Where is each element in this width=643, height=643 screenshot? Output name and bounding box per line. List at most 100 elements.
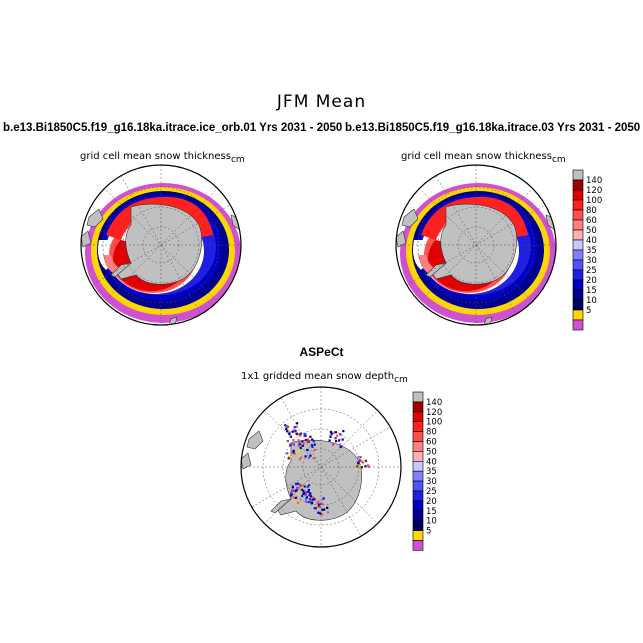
colorbar-bottom-label: 120 — [426, 408, 442, 418]
colorbar-top-swatch — [572, 239, 584, 251]
observation-cell — [317, 511, 320, 514]
observation-cell — [288, 432, 291, 436]
observation-cell — [304, 455, 307, 458]
bottom-panel-subtitle: 1x1 gridded mean snow depthcm — [241, 371, 408, 385]
observation-cell — [299, 443, 303, 446]
observation-cell — [285, 427, 288, 431]
observation-cell — [363, 460, 366, 463]
observation-cell — [309, 435, 312, 438]
observation-cell — [339, 433, 342, 436]
observation-cell — [332, 431, 335, 434]
observation-cell — [319, 512, 322, 515]
observation-cell — [284, 424, 287, 427]
observation-cell — [329, 435, 332, 438]
observation-cell — [313, 498, 316, 501]
observation-cell — [306, 438, 309, 441]
colorbar-bottom-label: 80 — [426, 428, 437, 438]
colorbar-top-swatch — [572, 169, 584, 181]
observation-cell — [298, 483, 301, 486]
colorbar-top-swatch — [572, 229, 584, 241]
observation-cell — [291, 486, 294, 489]
observation-cell — [307, 501, 310, 504]
observation-cell — [317, 503, 321, 506]
colorbar-bottom-label: 30 — [426, 477, 437, 487]
colorbar-bottom-swatch — [412, 401, 424, 413]
observation-cell — [304, 492, 308, 495]
observation-cell — [307, 490, 310, 493]
colorbar-bottom-label: 40 — [426, 457, 437, 467]
left-units: cm — [230, 155, 245, 165]
observation-cell — [290, 491, 293, 494]
observation-cell — [286, 428, 289, 431]
right-subtitle-text: grid cell mean snow thickness — [401, 151, 552, 162]
colorbar-top-swatch — [572, 259, 584, 271]
observation-cell — [295, 432, 298, 435]
observation-cell — [304, 438, 307, 442]
colorbar-bottom-swatch — [412, 540, 424, 551]
observation-cell — [317, 505, 320, 508]
colorbar-bottom-swatch — [412, 441, 424, 452]
observation-cell — [308, 456, 311, 459]
colorbar-top-label: 10 — [586, 296, 597, 306]
left-panel-subtitle: grid cell mean snow thicknesscm — [80, 151, 245, 165]
observation-cell — [339, 443, 342, 446]
observation-cell — [366, 464, 370, 467]
observation-cell — [364, 465, 367, 468]
colorbar-bottom-swatch — [412, 451, 424, 462]
colorbar-top-label: 35 — [586, 246, 597, 256]
observation-cell — [301, 440, 304, 443]
observation-cell — [307, 488, 310, 492]
colorbar-bottom-label: 140 — [426, 398, 442, 408]
observation-cell — [290, 430, 293, 433]
observation-cell — [297, 450, 300, 453]
colorbar-bottom-label: 25 — [426, 487, 437, 497]
observation-cell — [301, 444, 304, 447]
observation-cell — [326, 506, 329, 509]
observation-cell — [292, 439, 295, 442]
colorbar-bottom-label: 15 — [426, 507, 437, 517]
bottom-subtitle-text: 1x1 gridded mean snow depth — [241, 371, 395, 382]
observation-cell — [301, 495, 304, 498]
observation-cell — [287, 425, 290, 428]
observation-cell — [293, 500, 296, 503]
colorbar-top-label: 30 — [586, 256, 597, 266]
observation-cell — [304, 493, 307, 496]
observation-cell — [296, 501, 300, 504]
observation-cell — [334, 431, 337, 434]
observation-cell — [322, 497, 325, 500]
colorbar-top-swatch — [572, 279, 584, 291]
colorbar-top-label: 25 — [586, 266, 597, 276]
observation-cell — [292, 442, 295, 445]
observation-cell — [296, 482, 299, 485]
observation-cell — [286, 452, 289, 455]
observation-cell — [329, 431, 332, 434]
colorbar-top-swatch — [572, 219, 584, 231]
observation-cell — [288, 456, 291, 460]
observation-cell — [306, 448, 309, 452]
observation-cell — [302, 442, 306, 445]
observation-cell — [341, 438, 344, 441]
colorbar-bottom-swatch — [412, 431, 424, 442]
colorbar-bottom-swatch — [412, 470, 424, 482]
colorbar-top-swatch — [572, 309, 584, 321]
observation-cell — [303, 485, 306, 488]
bottom-polar-map — [240, 386, 402, 548]
colorbar-bottom-swatch — [412, 480, 424, 492]
colorbar-bottom-label: 35 — [426, 467, 437, 477]
observation-cell — [359, 458, 362, 462]
observation-cell — [291, 489, 294, 492]
observation-cell — [292, 496, 295, 499]
observation-cell — [334, 437, 337, 440]
colorbar-top-swatch — [572, 269, 584, 281]
observation-cell — [356, 465, 359, 468]
colorbar-bottom-swatch — [412, 411, 424, 422]
observation-cell — [286, 441, 289, 444]
observation-cell — [294, 496, 297, 499]
observation-cell — [288, 431, 291, 434]
colorbar-bottom-swatch — [412, 490, 424, 502]
observation-cell — [321, 508, 324, 511]
right-units: cm — [551, 155, 566, 165]
observation-cell — [313, 457, 316, 460]
observation-cell — [297, 439, 300, 442]
